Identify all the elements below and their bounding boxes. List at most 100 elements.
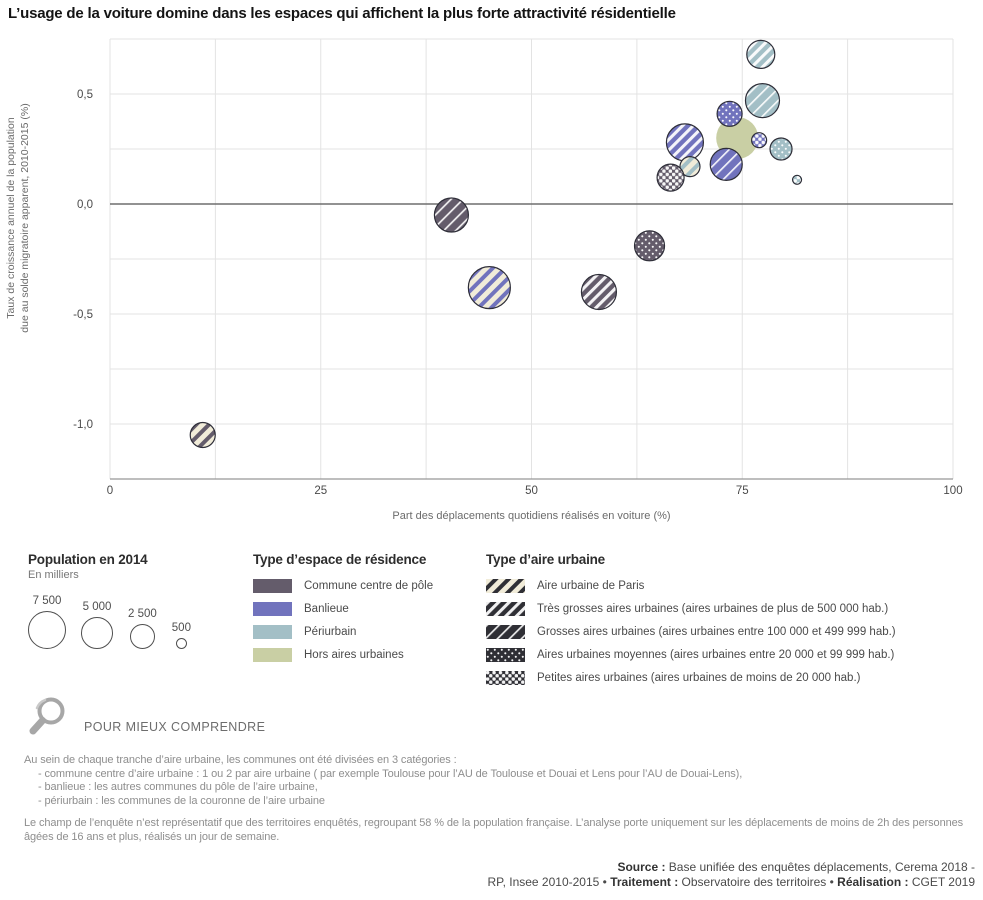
population-legend-circle [129, 624, 155, 649]
chart-title: L’usage de la voiture domine dans les es… [8, 5, 676, 22]
bubble-commune-centre-petites [656, 163, 685, 192]
source-credits: Source : Base unifiée des enquêtes dépla… [487, 860, 975, 890]
residence-legend-rows: Commune centre de pôle Banlieue Périurbain… [253, 579, 473, 662]
color-swatch-banlieue [253, 602, 292, 616]
bubble-commune-centre-tres-grosses [580, 273, 618, 311]
pattern-swatch-tres-grosses [486, 602, 525, 616]
population-legend-circles: 7 500 5 000 2 500 500 [28, 595, 243, 649]
explainer-bullet: - banlieue : les autres communes du pôle… [38, 781, 318, 793]
y-tick-label: -0,5 [73, 309, 93, 321]
color-swatch-hors-aires-urbaines [253, 648, 292, 662]
bubble-periurbain-tres-grosses [746, 39, 776, 70]
source-label: Traitement : [610, 875, 679, 889]
explainer-bullet: - commune centre d’aire urbaine : 1 ou 2… [38, 767, 743, 780]
urban-area-legend-label: Aire urbaine de Paris [537, 580, 645, 592]
bubble-banlieue-moyennes [716, 100, 743, 127]
explainer-heading: POUR MIEUX COMPRENDRE [84, 720, 266, 734]
source-text: Base unifiée des enquêtes déplacements, … [665, 860, 975, 874]
urban-area-legend-heading: Type d’aire urbaine [486, 552, 605, 567]
urban-area-legend-item-grosses: Grosses aires urbaines (aires urbaines e… [486, 625, 976, 639]
population-legend-item: 2 500 [128, 608, 157, 649]
residence-legend-label: Commune centre de pôle [304, 580, 434, 592]
population-legend-value: 7 500 [32, 595, 62, 607]
bubble-commune-centre-grosses [433, 197, 470, 233]
pattern-swatch-grosses [486, 625, 525, 639]
population-legend-unit: En milliers [28, 569, 79, 581]
bubble-periurbain-moyennes [769, 137, 793, 161]
urban-area-type-legend: Type d’aire urbaine Aire urbaine de Pari… [486, 552, 976, 694]
bubble-periurbain-petites [791, 174, 803, 185]
urban-area-legend-item-paris: Aire urbaine de Paris [486, 579, 976, 593]
residence-legend-item-banlieue: Banlieue [253, 602, 473, 616]
residence-legend-heading: Type d’espace de résidence [253, 552, 427, 567]
residence-legend-label: Hors aires urbaines [304, 649, 404, 661]
y-axis-title-line2: due au solde migratoire apparent, 2010-2… [19, 103, 31, 332]
bubble-commune-centre-paris [189, 421, 216, 449]
urban-area-legend-label: Grosses aires urbaines (aires urbaines e… [537, 626, 896, 638]
residence-legend-item-commune-centre: Commune centre de pôle [253, 579, 473, 593]
population-legend-value: 5 000 [82, 601, 112, 613]
source-label: Source : [617, 860, 666, 874]
y-tick-label: 0,0 [77, 199, 93, 211]
residence-legend-label: Périurbain [304, 626, 357, 638]
pattern-swatch-petites [486, 671, 525, 685]
color-swatch-periurbain [253, 625, 292, 639]
y-tick-label: -1,0 [73, 419, 93, 431]
y-tick-label: 0,5 [77, 89, 93, 101]
population-legend-heading: Population en 2014 [28, 552, 148, 567]
bubble-banlieue-grosses [709, 147, 743, 181]
bubble-periurbain-paris [679, 156, 701, 178]
population-legend-circle [28, 611, 66, 649]
population-legend-circle [175, 638, 187, 649]
y-axis-title-line1: Taux de croissance annuel de la populati… [5, 117, 17, 319]
chart-bubbles [189, 39, 803, 449]
population-legend-value: 500 [171, 622, 191, 634]
urban-area-legend-rows: Aire urbaine de Paris Très grosses aires … [486, 579, 976, 685]
population-legend-item: 5 000 [81, 601, 113, 649]
source-line: Source : Base unifiée des enquêtes dépla… [487, 860, 975, 875]
explainer-bullet: - périurbain : les communes de la couron… [38, 794, 325, 807]
x-tick-label: 100 [943, 485, 962, 497]
urban-area-legend-item-moyennes: Aires urbaines moyennes (aires urbaines … [486, 648, 976, 662]
urban-area-legend-label: Très grosses aires urbaines (aires urbai… [537, 603, 889, 615]
pattern-swatch-moyennes [486, 648, 525, 662]
residence-legend-label: Banlieue [304, 603, 349, 615]
population-legend-circle [81, 617, 113, 649]
bubble-commune-centre-moyennes [633, 230, 666, 262]
urban-area-legend-label: Petites aires urbaines (aires urbaines d… [537, 672, 861, 684]
x-tick-label: 0 [107, 485, 113, 497]
chart-gridlines [109, 38, 954, 480]
bubble-chart: 0 25 50 75 100 0,5 0,0 -0,5 -1,0 Part des déplace… [5, 38, 963, 522]
residence-type-legend: Type d’espace de résidence Commune centr… [253, 552, 473, 671]
source-text: Observatoire des territoires • [678, 875, 838, 889]
urban-area-legend-item-tres-grosses: Très grosses aires urbaines (aires urbai… [486, 602, 976, 616]
explainer-section: POUR MIEUX COMPRENDRE Au sein de chaque … [24, 694, 974, 844]
population-legend-item: 500 [172, 622, 191, 649]
population-legend-value: 2 500 [128, 608, 157, 620]
residence-legend-item-periurbain: Périurbain [253, 625, 473, 639]
magnifier-icon [29, 697, 65, 735]
source-line: RP, Insee 2010-2015 • Traitement : Obser… [487, 875, 975, 890]
population-size-legend: Population en 2014 En milliers 7 500 5 00… [28, 552, 243, 649]
chart-axis-labels: 0 25 50 75 100 0,5 0,0 -0,5 -1,0 Part des déplace… [5, 89, 963, 522]
x-tick-label: 50 [525, 485, 538, 497]
urban-area-legend-label: Aires urbaines moyennes (aires urbaines … [537, 649, 895, 661]
explainer-bullets: - commune centre d’aire urbaine : 1 ou 2… [24, 768, 974, 809]
pattern-swatch-paris [486, 579, 525, 593]
x-axis-title: Part des déplacements quotidiens réalisé… [392, 510, 670, 522]
x-tick-label: 25 [314, 485, 327, 497]
urban-area-legend-item-petites: Petites aires urbaines (aires urbaines d… [486, 671, 976, 685]
bubble-banlieue-tres-grosses [665, 123, 705, 162]
explainer-paragraph: Le champ de l’enquête n’est représentati… [24, 817, 964, 843]
bubble-banlieue-paris [467, 266, 511, 310]
source-text: CGET 2019 [908, 875, 975, 889]
source-text: RP, Insee 2010-2015 • [487, 875, 611, 889]
residence-legend-item-hors-aires-urbaines: Hors aires urbaines [253, 648, 473, 662]
population-legend-item: 7 500 [28, 595, 66, 649]
color-swatch-commune-centre [253, 579, 292, 593]
bubble-banlieue-petites [751, 132, 768, 149]
bubble-periurbain-grosses [744, 82, 781, 119]
x-tick-label: 75 [736, 485, 749, 497]
explainer-intro: Au sein de chaque tranche d’aire urbaine… [24, 754, 457, 766]
